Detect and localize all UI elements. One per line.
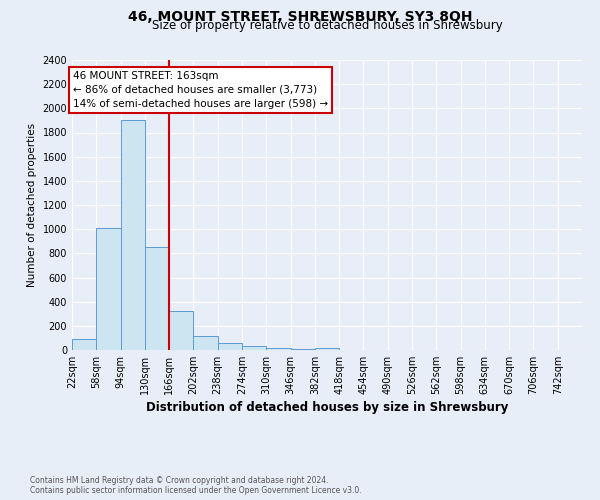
- Bar: [72, 339, 96, 350]
- Bar: [290, 349, 315, 350]
- Text: 46, MOUNT STREET, SHREWSBURY, SY3 8QH: 46, MOUNT STREET, SHREWSBURY, SY3 8QH: [128, 10, 472, 24]
- X-axis label: Distribution of detached houses by size in Shrewsbury: Distribution of detached houses by size …: [146, 401, 508, 414]
- Bar: [242, 346, 266, 350]
- Text: Contains HM Land Registry data © Crown copyright and database right 2024.
Contai: Contains HM Land Registry data © Crown c…: [30, 476, 362, 495]
- Bar: [169, 312, 193, 350]
- Y-axis label: Number of detached properties: Number of detached properties: [27, 123, 37, 287]
- Bar: [193, 336, 218, 350]
- Bar: [315, 348, 339, 350]
- Bar: [218, 344, 242, 350]
- Title: Size of property relative to detached houses in Shrewsbury: Size of property relative to detached ho…: [152, 20, 502, 32]
- Bar: [121, 120, 145, 350]
- Bar: [96, 228, 121, 350]
- Bar: [266, 348, 290, 350]
- Bar: [145, 248, 169, 350]
- Text: 46 MOUNT STREET: 163sqm
← 86% of detached houses are smaller (3,773)
14% of semi: 46 MOUNT STREET: 163sqm ← 86% of detache…: [73, 71, 328, 109]
